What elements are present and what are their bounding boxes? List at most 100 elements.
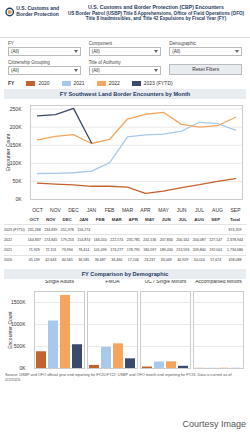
html-text:2022: 2022 [4, 238, 12, 242]
html-text:40,929: 40,929 [177, 258, 189, 263]
html-text:234,839: 234,839 [44, 227, 58, 232]
svg-text:Encounter Count: Encounter Count [7, 311, 13, 349]
html-text:AUG: AUG [194, 216, 205, 222]
svg-text:Accompanied Minors: Accompanied Minors [195, 280, 242, 284]
html-text:APR: APR [128, 216, 138, 222]
html-text:36,687: 36,687 [94, 258, 106, 263]
html-text:209,840: 209,840 [192, 248, 206, 253]
html-text:2021: 2021 [4, 248, 12, 253]
html-text:2022: 2022 [108, 80, 120, 86]
svg-text:NOV: NOV [50, 207, 62, 212]
html-text:FEB: FEB [95, 216, 105, 222]
html-text:57,674: 57,674 [210, 258, 222, 263]
html-text:U.S. Customs and Border Protec: U.S. Customs and Border Protection [16, 5, 60, 17]
html-text:78,414: 78,414 [78, 248, 90, 253]
svg-text:OCT: OCT [32, 207, 43, 212]
html-text:Reset Filters: Reset Filters [192, 66, 220, 72]
svg-text:200K: 200K [10, 124, 22, 130]
svg-text:FEB: FEB [105, 207, 115, 212]
html-text:101,099: 101,099 [93, 248, 107, 253]
svg-text:UC / Single Minors: UC / Single Minors [145, 280, 187, 284]
html-text:50,014: 50,014 [193, 258, 205, 263]
svg-text:1500K: 1500K [11, 299, 26, 305]
html-text:71,929: 71,929 [28, 248, 40, 253]
html-text:180,597: 180,597 [143, 248, 157, 253]
html-text:JUL: JUL [178, 216, 187, 222]
svg-text:Encounter Count: Encounter Count [5, 133, 11, 171]
html-text:2020: 2020 [4, 258, 12, 263]
svg-text:AUG: AUG [212, 207, 223, 212]
html-text:2023 (FYTD): 2023 (FYTD) [4, 227, 25, 232]
svg-text:JAN: JAN [87, 207, 97, 212]
svg-text:500K: 500K [14, 343, 26, 349]
html-text:FY: FY [8, 80, 15, 86]
html-text:73,994: 73,994 [61, 248, 73, 253]
svg-text:50K: 50K [13, 178, 23, 184]
html-text:189,034: 189,034 [159, 248, 173, 253]
html-text:458,088: 458,088 [228, 258, 242, 263]
html-text:156,274: 156,274 [77, 227, 91, 232]
html-text:251,978: 251,978 [60, 227, 74, 232]
html-text:FY Comparison by Demographic: FY Comparison by Demographic [81, 270, 169, 277]
html-text:45,139: 45,139 [28, 258, 40, 263]
html-text:173,277: 173,277 [110, 248, 124, 253]
svg-text:MAR: MAR [122, 207, 134, 212]
html-text:Total: Total [229, 216, 241, 222]
html-text:42,643: 42,643 [45, 258, 57, 263]
html-text:NOV: NOV [46, 216, 56, 222]
html-text:164,837: 164,837 [27, 238, 41, 242]
html-text:34,460: 34,460 [111, 258, 123, 263]
svg-text:100K: 100K [10, 160, 22, 166]
html-text:Source: USBP and OFO official: Source: USBP and OFO official year end r… [5, 372, 232, 382]
html-text:192,001: 192,001 [209, 248, 223, 253]
html-text:2020: 2020 [38, 80, 50, 86]
svg-text:SEP: SEP [230, 207, 241, 212]
html-text:MAY: MAY [145, 216, 155, 222]
html-text:2021: 2021 [73, 80, 85, 86]
html-text:JUN: JUN [161, 216, 171, 222]
html-text:US Border Patrol (USBP) Title: US Border Patrol (USBP) Title 8 Apprehen… [67, 10, 245, 22]
html-text:Demographic: Demographic [169, 41, 197, 46]
html-text:Courtesy Image: Courtesy Image [182, 419, 246, 429]
svg-text:FMUA: FMUA [105, 280, 120, 284]
html-text:JAN: JAN [79, 216, 89, 222]
html-text:(All): (All) [11, 49, 19, 54]
html-text:MAR: MAR [111, 216, 122, 222]
html-text:(All): (All) [11, 67, 19, 73]
html-text:2023 (FYTD): 2023 (FYTD) [143, 80, 173, 86]
html-text:FY Southwest Land Border Encou: FY Southwest Land Border Encounters by M… [59, 91, 191, 97]
html-text:FY: FY [8, 41, 14, 46]
html-text:33,049: 33,049 [160, 258, 172, 263]
html-text:(All): (All) [91, 49, 100, 54]
svg-text:0K: 0K [19, 365, 26, 371]
html-text:213,593: 213,593 [176, 248, 190, 253]
html-text:Title of Authority: Title of Authority [88, 59, 121, 65]
svg-text:1000K: 1000K [11, 321, 26, 327]
svg-text:JUN: JUN [177, 207, 187, 212]
svg-text:JUL: JUL [195, 207, 204, 212]
html-text:874,359: 874,359 [228, 227, 242, 232]
html-text:1,734,686: 1,734,686 [227, 248, 243, 253]
html-text:(All): (All) [172, 49, 181, 54]
html-text:72,113: 72,113 [45, 248, 57, 253]
svg-text:Single Adults: Single Adults [45, 280, 74, 284]
svg-text:APR: APR [140, 207, 151, 212]
svg-text:0K: 0K [15, 196, 22, 202]
html-text:178,795: 178,795 [126, 248, 140, 253]
svg-text:DEC: DEC [68, 207, 79, 212]
svg-text:150K: 150K [10, 142, 22, 148]
html-text:40,565: 40,565 [61, 258, 73, 263]
html-text:23,237: 23,237 [144, 258, 156, 263]
html-text:DEC: DEC [62, 216, 72, 222]
html-text:(All): (All) [91, 67, 100, 73]
svg-text:MAY: MAY [158, 207, 169, 212]
html-text:U.S. Customs and Border Protec: U.S. Customs and Border Protection (CBP)… [88, 4, 224, 10]
html-text:36,585: 36,585 [78, 258, 90, 263]
html-text:SEP: SEP [211, 216, 221, 222]
html-text:OCT: OCT [29, 216, 39, 222]
svg-text:250K: 250K [10, 106, 22, 112]
html-text:17,106: 17,106 [127, 258, 139, 263]
html-text:Component: Component [88, 41, 112, 46]
html-text:231,268: 231,268 [27, 227, 41, 232]
html-text:Citizenship Grouping: Citizenship Grouping [8, 59, 50, 65]
